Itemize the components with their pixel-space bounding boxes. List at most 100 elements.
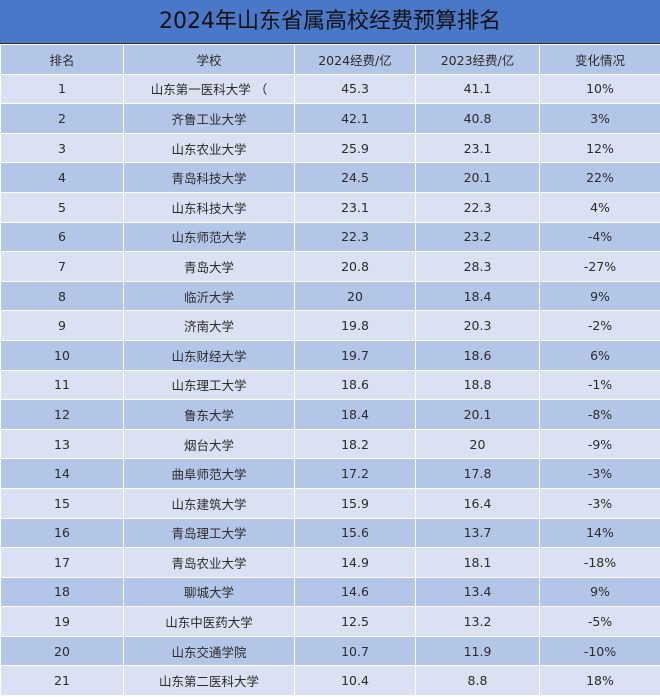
budget-2024-cell: 22.3: [294, 221, 416, 253]
budget-2023-cell: 16.4: [415, 487, 540, 519]
change-cell: -8%: [539, 399, 660, 430]
change-cell: 3%: [539, 103, 660, 134]
table-row: 5 山东科技大学 23.1 22.3 4%: [0, 191, 660, 223]
rank-cell: 17: [0, 547, 124, 578]
budget-2023-cell: 20.1: [415, 399, 540, 430]
budget-2023-cell: 18.4: [415, 280, 540, 312]
change-cell: -2%: [539, 310, 660, 341]
rank-cell: 14: [0, 458, 124, 489]
budget-2023-cell: 23.1: [415, 132, 540, 164]
budget-2024-cell: 23.1: [294, 191, 416, 223]
school-cell: 青岛大学: [123, 251, 295, 282]
school-cell: 曲阜师范大学: [123, 458, 295, 489]
change-cell: 18%: [539, 665, 660, 697]
school-cell: 山东交通学院: [123, 635, 295, 667]
budget-2024-cell: 18.4: [294, 399, 416, 430]
budget-2024-cell: 14.6: [294, 576, 416, 608]
change-cell: -18%: [539, 547, 660, 578]
budget-2023-cell: 18.1: [415, 547, 540, 578]
budget-2024-cell: 14.9: [294, 547, 416, 578]
table-row: 3 山东农业大学 25.9 23.1 12%: [0, 132, 660, 164]
table-row: 20 山东交通学院 10.7 11.9 -10%: [0, 635, 660, 667]
budget-2023-cell: 20: [415, 428, 540, 460]
school-cell: 山东建筑大学: [123, 487, 295, 519]
change-cell: 4%: [539, 191, 660, 223]
budget-2023-cell: 13.2: [415, 606, 540, 637]
budget-2024-cell: 45.3: [294, 73, 416, 105]
header-row: 排名 学校 2024经费/亿 2023经费/亿 变化情况: [0, 44, 660, 75]
rank-cell: 4: [0, 162, 124, 193]
change-cell: -27%: [539, 251, 660, 282]
budget-2023-cell: 23.2: [415, 221, 540, 253]
change-cell: 12%: [539, 132, 660, 164]
rank-cell: 9: [0, 310, 124, 341]
rank-cell: 3: [0, 132, 124, 164]
table-row: 16 青岛理工大学 15.6 13.7 14%: [0, 517, 660, 549]
budget-2023-cell: 11.9: [415, 635, 540, 667]
rank-cell: 11: [0, 369, 124, 401]
budget-2023-cell: 8.8: [415, 665, 540, 697]
change-cell: 6%: [539, 339, 660, 371]
school-cell: 山东科技大学: [123, 191, 295, 223]
school-cell: 济南大学: [123, 310, 295, 341]
change-cell: 9%: [539, 576, 660, 608]
rank-cell: 15: [0, 487, 124, 519]
budget-2023-cell: 18.6: [415, 339, 540, 371]
budget-2024-cell: 18.2: [294, 428, 416, 460]
change-cell: 10%: [539, 73, 660, 105]
change-cell: -10%: [539, 635, 660, 667]
budget-2023-cell: 40.8: [415, 103, 540, 134]
header-budget-2023: 2023经费/亿: [415, 44, 540, 75]
change-cell: 9%: [539, 280, 660, 312]
school-cell: 山东第二医科大学: [123, 665, 295, 697]
school-cell: 烟台大学: [123, 428, 295, 460]
table-row: 7 青岛大学 20.8 28.3 -27%: [0, 251, 660, 282]
table-row: 12 鲁东大学 18.4 20.1 -8%: [0, 399, 660, 430]
budget-2024-cell: 10.7: [294, 635, 416, 667]
rank-cell: 5: [0, 191, 124, 223]
change-cell: -1%: [539, 369, 660, 401]
change-cell: -4%: [539, 221, 660, 253]
rank-cell: 16: [0, 517, 124, 549]
table-row: 9 济南大学 19.8 20.3 -2%: [0, 310, 660, 341]
budget-2024-cell: 10.4: [294, 665, 416, 697]
table-row: 4 青岛科技大学 24.5 20.1 22%: [0, 162, 660, 193]
rank-cell: 19: [0, 606, 124, 637]
school-cell: 山东农业大学: [123, 132, 295, 164]
budget-2024-cell: 17.2: [294, 458, 416, 489]
budget-2024-cell: 12.5: [294, 606, 416, 637]
budget-2024-cell: 20: [294, 280, 416, 312]
school-cell: 齐鲁工业大学: [123, 103, 295, 134]
header-change: 变化情况: [539, 44, 660, 75]
table-body: 1 山东第一医科大学 （45.3 41.1 10% 2 齐鲁工业大学 42.1 40.8 3% 3…: [0, 73, 660, 697]
rank-cell: 18: [0, 576, 124, 608]
change-cell: -3%: [539, 487, 660, 519]
change-cell: -9%: [539, 428, 660, 460]
school-cell: 山东中医药大学: [123, 606, 295, 637]
budget-2024-cell: 25.9: [294, 132, 416, 164]
change-cell: -5%: [539, 606, 660, 637]
school-cell: 青岛科技大学: [123, 162, 295, 193]
header-rank: 排名: [0, 44, 124, 75]
rank-cell: 7: [0, 251, 124, 282]
budget-2023-cell: 22.3: [415, 191, 540, 223]
budget-2023-cell: 20.3: [415, 310, 540, 341]
table-row: 11 山东理工大学 18.6 18.8 -1%: [0, 369, 660, 401]
school-cell: 山东理工大学: [123, 369, 295, 401]
budget-2023-cell: 28.3: [415, 251, 540, 282]
change-cell: 22%: [539, 162, 660, 193]
table-row: 1 山东第一医科大学 （45.3 41.1 10%: [0, 73, 660, 105]
school-cell: 青岛农业大学: [123, 547, 295, 578]
school-cell: 青岛理工大学: [123, 517, 295, 549]
change-cell: 14%: [539, 517, 660, 549]
rank-cell: 10: [0, 339, 124, 371]
budget-2024-cell: 18.6: [294, 369, 416, 401]
change-cell: -3%: [539, 458, 660, 489]
budget-2023-cell: 17.8: [415, 458, 540, 489]
table-row: 18 聊城大学 14.6 13.4 9%: [0, 576, 660, 608]
rank-cell: 1: [0, 73, 124, 105]
rank-cell: 6: [0, 221, 124, 253]
budget-2023-cell: 41.1: [415, 73, 540, 105]
budget-ranking-table: 排名 学校 2024经费/亿 2023经费/亿 变化情况 1 山东第一医科大学 （…: [0, 44, 660, 697]
